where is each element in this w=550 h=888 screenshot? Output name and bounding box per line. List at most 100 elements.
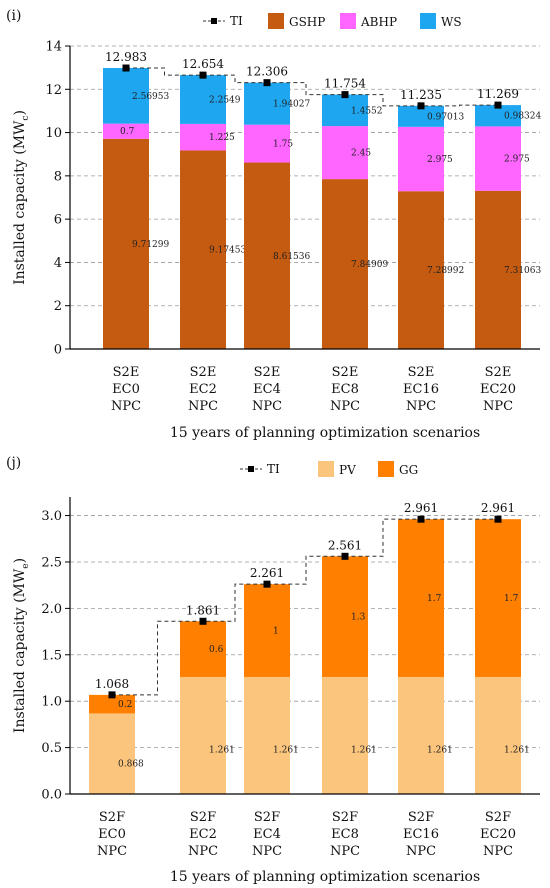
data-label-ws: 0.98324 xyxy=(504,112,541,122)
y-tick-label: 2.5 xyxy=(41,555,62,570)
bar-pv-5 xyxy=(475,676,521,794)
x-tick-label: S2E EC8 NPC xyxy=(330,365,360,414)
chart-panel-j: (j) 0.0 0.5 1.0 1.5 2.0 2.5 3.0 0.868 0.2 1.261 0.6… xyxy=(6,455,540,885)
ti-marker xyxy=(122,64,130,72)
ti-marker xyxy=(341,552,349,560)
data-label-ws: 2.56953 xyxy=(132,92,169,102)
x-tick-label: S2F EC0 NPC xyxy=(97,810,127,859)
data-label-gshp: 9.71299 xyxy=(132,240,169,250)
ti-marker xyxy=(417,102,425,110)
data-label-abhp: 2.975 xyxy=(504,155,530,165)
data-label-gg: 1.3 xyxy=(351,613,366,623)
legend-swatch-abhp xyxy=(340,13,356,29)
ti-marker xyxy=(199,617,207,625)
total-label: 11.754 xyxy=(324,77,366,91)
data-label-abhp: 2.45 xyxy=(351,149,371,159)
legend-ti-label: TI xyxy=(267,462,280,476)
legend-label-gshp: GSHP xyxy=(289,15,325,29)
data-label-gg: 0.2 xyxy=(118,700,132,710)
bar-abhp-3 xyxy=(322,126,368,180)
y-tick-label: 3.0 xyxy=(41,509,62,524)
y-tick-label: 4 xyxy=(54,256,62,271)
legend-label-gg: GG xyxy=(399,463,418,477)
y-axis-title: Installed capacity (MWe) xyxy=(12,558,31,733)
ti-step-line xyxy=(126,67,498,107)
y-tick-label: 1.0 xyxy=(41,695,62,710)
ti-marker xyxy=(263,79,271,87)
data-label-pv: 1.261 xyxy=(427,746,453,756)
data-label-gg: 1.7 xyxy=(504,594,519,604)
bar-pv-1 xyxy=(180,676,226,794)
bar-abhp-1 xyxy=(180,123,226,151)
data-label-gshp: 7.28992 xyxy=(427,266,464,276)
y-tick-label: 1.5 xyxy=(41,648,62,663)
total-label: 2.961 xyxy=(404,501,438,515)
bar-pv-2 xyxy=(244,676,290,794)
total-label: 12.983 xyxy=(105,50,147,64)
x-tick-label: S2F EC16 NPC xyxy=(403,810,439,859)
legend-swatch-gg xyxy=(378,461,394,477)
data-label-gg: 1 xyxy=(273,627,279,637)
y-tick-label: 8 xyxy=(54,169,62,184)
legend-label-pv: PV xyxy=(339,463,356,477)
bar-pv-0 xyxy=(89,713,135,794)
total-label: 2.561 xyxy=(328,538,362,552)
bar-gg-5 xyxy=(475,519,521,677)
legend-ti-label: TI xyxy=(230,14,243,28)
legend-label-abhp: ABHP xyxy=(360,15,397,29)
ti-marker xyxy=(494,515,502,523)
bar-abhp-5 xyxy=(475,126,521,191)
legend: TI PV GG xyxy=(240,461,418,477)
ti-marker xyxy=(341,91,349,99)
bar-ws-2 xyxy=(244,82,290,125)
data-label-pv: 1.261 xyxy=(351,746,377,756)
data-label-abhp: 1.225 xyxy=(209,133,235,143)
x-tick-label: S2E EC2 NPC xyxy=(188,365,218,414)
total-label: 12.654 xyxy=(182,57,224,71)
bar-pv-4 xyxy=(398,676,444,794)
bar-gshp-2 xyxy=(244,162,290,349)
data-label-ws: 2.2549 xyxy=(209,96,241,106)
x-tick-label: S2E EC0 NPC xyxy=(111,365,141,414)
data-label-pv: 0.868 xyxy=(118,759,144,769)
ti-marker xyxy=(263,580,271,588)
total-label: 11.269 xyxy=(477,87,519,101)
legend-swatch-ws xyxy=(420,13,436,29)
data-label-gshp: 7.31063 xyxy=(504,266,541,276)
x-tick-label: S2F EC4 NPC xyxy=(252,810,282,859)
data-label-pv: 1.261 xyxy=(504,746,530,756)
y-tick-label: 0 xyxy=(54,343,62,358)
bar-abhp-0 xyxy=(103,123,149,139)
y-tick-label: 2 xyxy=(54,299,62,314)
x-tick-label: S2E EC16 NPC xyxy=(403,365,439,414)
data-label-gshp: 9.17453 xyxy=(209,246,246,256)
y-tick-label: 0.0 xyxy=(41,788,62,803)
panel-label: (i) xyxy=(6,8,21,24)
legend-swatch-pv xyxy=(318,461,334,477)
bar-gg-2 xyxy=(244,584,290,677)
bar-ws-4 xyxy=(398,105,444,127)
bar-ws-0 xyxy=(103,68,149,124)
x-axis-title: 15 years of planning optimization scenar… xyxy=(170,425,480,441)
y-axis-title: Installed capacity (MWc) xyxy=(12,110,31,285)
legend: TI GSHP ABHP WS xyxy=(203,13,462,29)
bar-ws-3 xyxy=(322,94,368,127)
bar-abhp-4 xyxy=(398,126,444,192)
data-label-gg: 0.6 xyxy=(209,645,224,655)
ti-marker xyxy=(494,101,502,109)
x-tick-label: S2F EC2 NPC xyxy=(188,810,218,859)
data-label-pv: 1.261 xyxy=(209,746,235,756)
y-tick-label: 6 xyxy=(54,213,62,228)
panel-label: (j) xyxy=(6,455,21,471)
bar-abhp-2 xyxy=(244,124,290,163)
total-label: 12.306 xyxy=(246,65,288,79)
total-label: 11.235 xyxy=(400,88,442,102)
bar-gshp-4 xyxy=(398,191,444,349)
legend-label-ws: WS xyxy=(441,15,462,29)
bar-pv-3 xyxy=(322,676,368,794)
ti-marker xyxy=(417,515,425,523)
x-tick-label: S2F EC20 NPC xyxy=(480,810,516,859)
legend-ti-marker xyxy=(211,18,217,24)
data-label-gshp: 7.84909 xyxy=(351,260,388,270)
